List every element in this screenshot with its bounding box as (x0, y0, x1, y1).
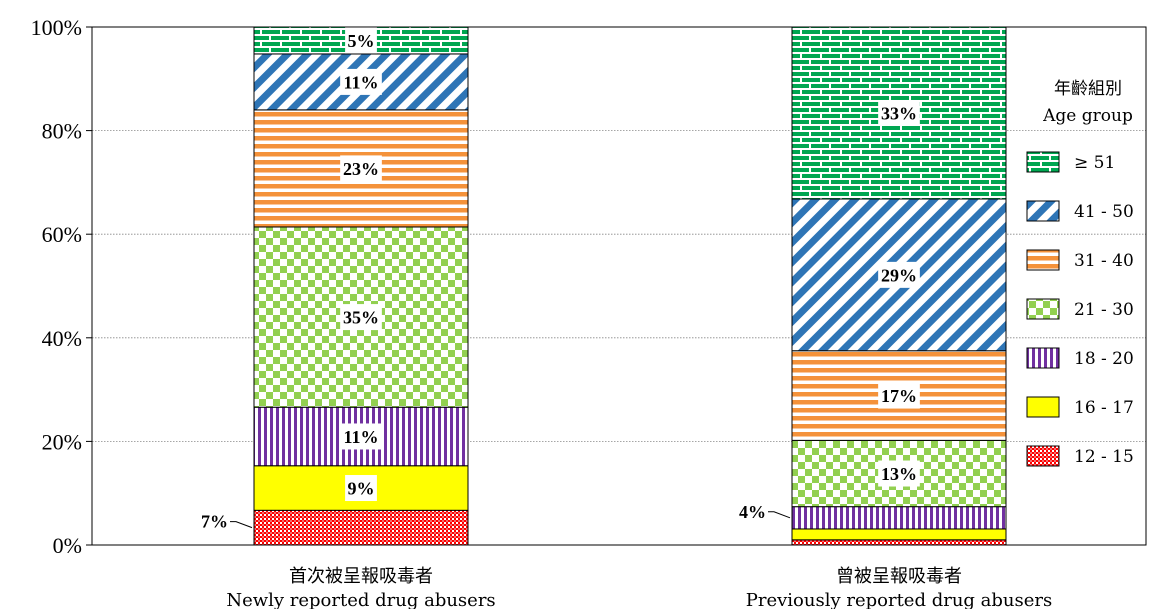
y-tick-label: 60% (42, 222, 82, 247)
category-label-zh: 首次被呈報吸毒者 (289, 566, 433, 587)
callout-leader (768, 511, 791, 519)
legend-swatch (1026, 249, 1060, 271)
data-label-box (340, 68, 382, 95)
legend-item-label: 16 - 17 (1074, 398, 1134, 418)
legend-swatch (1026, 445, 1060, 467)
data-label-box (340, 155, 382, 182)
data-label-box (878, 460, 920, 487)
data-label: 23% (343, 159, 379, 179)
y-tick-label: 80% (42, 119, 82, 144)
data-label: 29% (881, 265, 917, 285)
data-label: 13% (881, 464, 917, 484)
legend-item-label: 12 - 15 (1074, 447, 1134, 467)
data-label: 4% (739, 502, 766, 522)
y-tick-label: 40% (42, 326, 82, 351)
plot-frame (91, 26, 1147, 546)
data-label: 17% (881, 386, 917, 406)
data-label-box (340, 304, 382, 331)
data-label-box (878, 261, 920, 288)
data-label: 7% (201, 512, 228, 532)
data-label: 33% (881, 103, 917, 123)
category-label-en: Newly reported drug abusers (226, 590, 495, 609)
data-label-box (340, 423, 382, 450)
y-axis: 0% 20% 40% 60% 80% 100% (31, 15, 1147, 558)
legend-swatch (1026, 298, 1060, 320)
legend-item-label: ≥ 51 (1074, 153, 1115, 173)
y-tick-label: 100% (31, 15, 82, 40)
bar-segment (791, 539, 1007, 546)
data-label: 11% (343, 427, 378, 447)
data-label-box (878, 99, 920, 126)
callout-leader (230, 521, 253, 529)
legend-swatch (1026, 200, 1060, 222)
data-labels: 7% 9% 11% 35% 23% 11% 5% 4% 13% 17% 29% 33% (201, 27, 920, 532)
y-tick-label: 0% (53, 533, 82, 558)
data-label-box (878, 382, 920, 409)
legend: 年齡組別 Age group ≥ 51 41 - 50 31 - 40 21 - 30 18… (1026, 79, 1134, 467)
data-label: 35% (343, 308, 379, 328)
category-label-en: Previously reported drug abusers (746, 590, 1053, 609)
legend-swatch (1026, 347, 1060, 369)
data-label: 9% (348, 479, 375, 499)
bar-segment (791, 528, 1007, 541)
legend-item-label: 41 - 50 (1074, 202, 1134, 222)
legend-swatch (1026, 151, 1060, 173)
legend-title-en: Age group (1042, 106, 1133, 126)
category-labels: 首次被呈報吸毒者 Newly reported drug abusers 曾被呈報吸… (226, 566, 1052, 609)
data-label: 5% (348, 31, 375, 51)
bar-segment (253, 509, 469, 546)
bar-segment (253, 109, 469, 228)
legend-title-zh: 年齡組別 (1054, 79, 1122, 99)
data-label-box (345, 475, 377, 502)
legend-item-label: 18 - 20 (1074, 349, 1134, 369)
data-label: 11% (343, 72, 378, 92)
data-label-box (345, 27, 377, 54)
legend-item-label: 31 - 40 (1074, 251, 1134, 271)
legend-swatch (1026, 396, 1060, 418)
bars (253, 26, 1007, 546)
bar-segment (791, 506, 1007, 530)
legend-item-label: 21 - 30 (1074, 300, 1134, 320)
category-label-zh: 曾被呈報吸毒者 (836, 566, 962, 587)
y-tick-label: 20% (42, 429, 82, 454)
